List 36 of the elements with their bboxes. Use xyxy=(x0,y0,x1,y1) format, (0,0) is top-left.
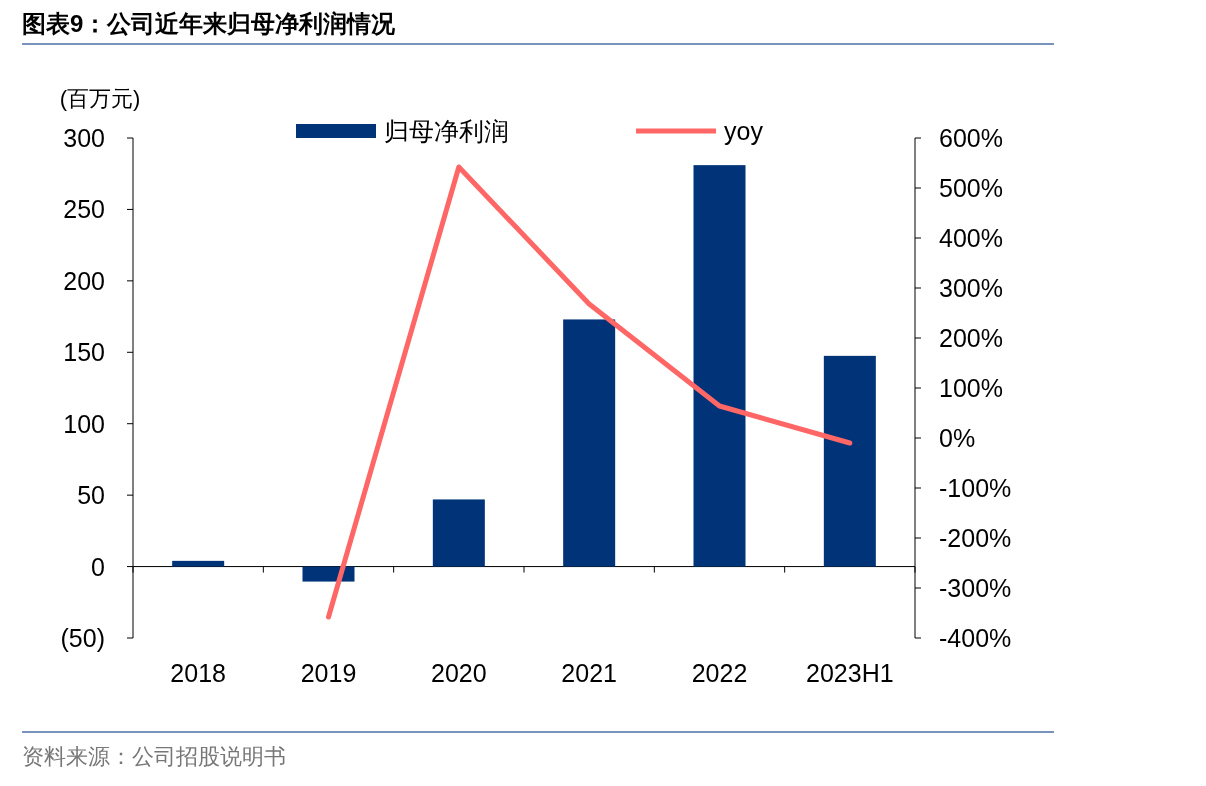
y2-tick-label: 100% xyxy=(939,374,1003,402)
x-tick-label: 2020 xyxy=(431,659,487,687)
legend-label: 归母净利润 xyxy=(384,117,509,145)
y2-tick-label: 300% xyxy=(939,274,1003,302)
y-tick-label: 100 xyxy=(63,409,105,438)
y2-tick-label: -200% xyxy=(939,524,1012,552)
y-tick-label: 250 xyxy=(63,195,105,224)
y-tick-label: (50) xyxy=(60,624,105,652)
y-tick-label: 150 xyxy=(63,338,105,367)
text: 资料来源：公司招股说明书 xyxy=(22,744,286,769)
x-tick-label: 2018 xyxy=(170,659,226,687)
bar xyxy=(693,165,746,567)
chart-title: 图表9：公司近年来归母净利润情况 xyxy=(22,10,397,37)
y-tick-label: 50 xyxy=(77,481,105,510)
bar xyxy=(563,319,616,567)
y-tick-label: 300 xyxy=(63,124,105,152)
x-tick-label: 2023H1 xyxy=(806,659,894,687)
x-tick-label: 2022 xyxy=(691,659,748,687)
x-tick-label: 2019 xyxy=(300,659,357,687)
y2-tick-label: 600% xyxy=(939,124,1003,152)
bar xyxy=(823,355,876,567)
bar xyxy=(172,560,225,567)
legend-label: yoy xyxy=(724,117,764,145)
y2-tick-label: 500% xyxy=(939,174,1003,202)
x-tick-label: 2021 xyxy=(561,659,617,687)
y2-tick-label: 200% xyxy=(939,324,1003,352)
bar xyxy=(432,499,485,567)
y2-tick-label: -400% xyxy=(939,624,1012,652)
y-tick-label: 0 xyxy=(91,552,105,581)
bar xyxy=(302,566,355,582)
y2-tick-label: -100% xyxy=(939,474,1012,502)
y-tick-label: 200 xyxy=(63,266,105,295)
y2-tick-label: 400% xyxy=(939,224,1003,252)
y-axis-title: (百万元) xyxy=(59,86,141,111)
y2-tick-label: -300% xyxy=(939,574,1012,602)
y2-tick-label: 0% xyxy=(939,424,976,452)
